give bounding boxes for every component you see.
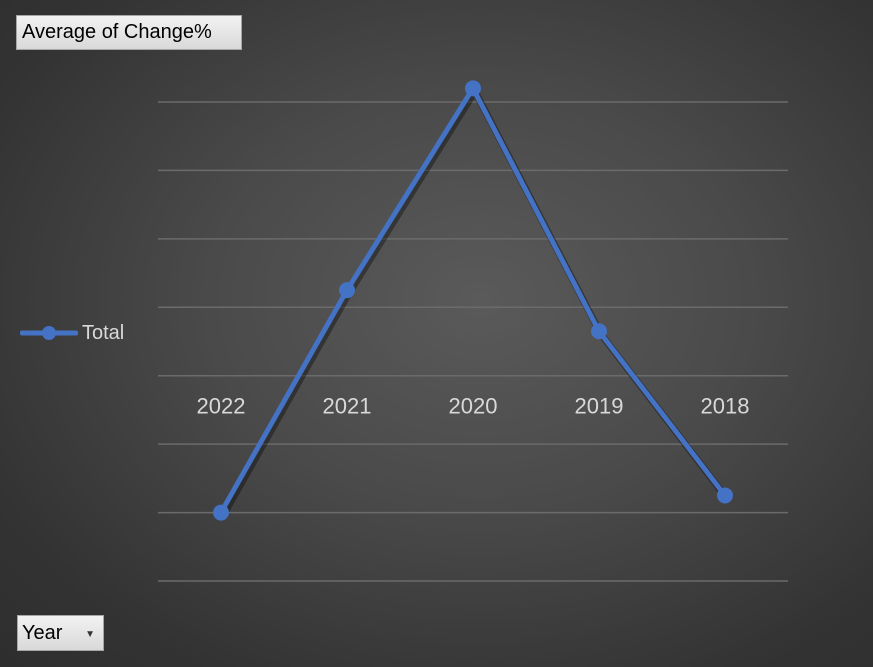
x-tick-label: 2020 [449, 394, 498, 419]
data-point[interactable] [465, 80, 481, 97]
legend-marker-icon [20, 326, 78, 340]
series-line-shadow [219, 87, 730, 518]
x-tick-label: 2018 [701, 394, 750, 419]
axis-field-button[interactable]: Year ▼ [17, 615, 104, 651]
legend: Total [20, 320, 124, 346]
value-field-button[interactable]: Average of Change% [16, 15, 242, 50]
data-point[interactable] [591, 323, 607, 340]
data-point[interactable] [213, 504, 229, 521]
data-point[interactable] [339, 282, 355, 299]
x-tick-label: 2019 [575, 394, 624, 419]
series-line [218, 85, 728, 516]
dropdown-arrow-icon[interactable]: ▼ [85, 628, 95, 640]
value-field-label: Average of Change% [22, 21, 212, 43]
x-tick-label: 2021 [323, 394, 372, 419]
axis-field-label: Year [22, 621, 63, 644]
data-point[interactable] [717, 487, 733, 504]
legend-label: Total [82, 321, 125, 344]
x-tick-label: 2022 [197, 394, 246, 419]
